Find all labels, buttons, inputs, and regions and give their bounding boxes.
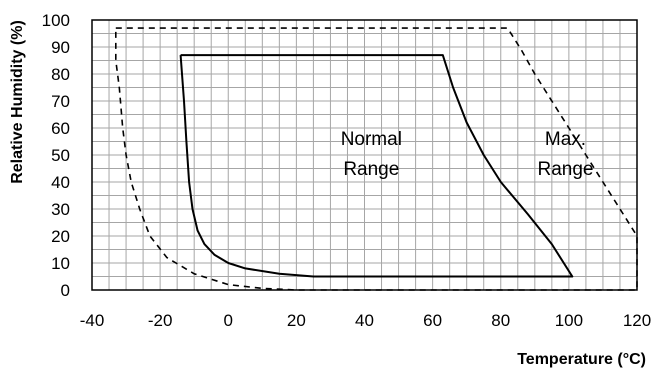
plot-frame	[91, 19, 638, 291]
x-tick-label: 100	[555, 311, 583, 330]
y-tick-label: 50	[51, 146, 70, 165]
y-tick-label: 70	[51, 92, 70, 111]
y-tick-label: 20	[51, 227, 70, 246]
y-tick-label: 100	[42, 11, 70, 30]
max-range-boundary	[115, 27, 638, 291]
y-tick-label: 30	[51, 200, 70, 219]
normal-range-boundary	[179, 54, 574, 278]
x-tick-label: 120	[623, 311, 651, 330]
x-tick-label: 60	[423, 311, 442, 330]
grid	[92, 20, 637, 290]
y-tick-label: 40	[51, 173, 70, 192]
series	[115, 27, 638, 291]
y-tick-label: 90	[51, 38, 70, 57]
annotations: Normal Range Max. Range	[341, 129, 594, 180]
x-tick-label: 0	[224, 311, 233, 330]
x-tick-label: -40	[80, 311, 105, 330]
x-axis-title: Temperature (°C)	[517, 351, 646, 368]
y-tick-label: 60	[51, 119, 70, 138]
y-tick-label: 0	[61, 281, 70, 300]
normal-range-label: Normal Range	[341, 129, 402, 180]
y-tick-label: 10	[51, 254, 70, 273]
y-tick-label: 80	[51, 65, 70, 84]
y-axis-title: Relative Humidity (%)	[9, 20, 26, 184]
y-tick-labels: 0 10 20 30 40 50 60 70 80 90 100	[42, 11, 70, 300]
x-tick-label: 40	[355, 311, 374, 330]
x-tick-labels: -40 -20 0 20 40 60 80 100 120	[80, 311, 651, 330]
x-tick-label: 80	[491, 311, 510, 330]
x-tick-label: -20	[148, 311, 173, 330]
x-tick-label: 20	[287, 311, 306, 330]
max-range-label: Max. Range	[537, 129, 593, 180]
